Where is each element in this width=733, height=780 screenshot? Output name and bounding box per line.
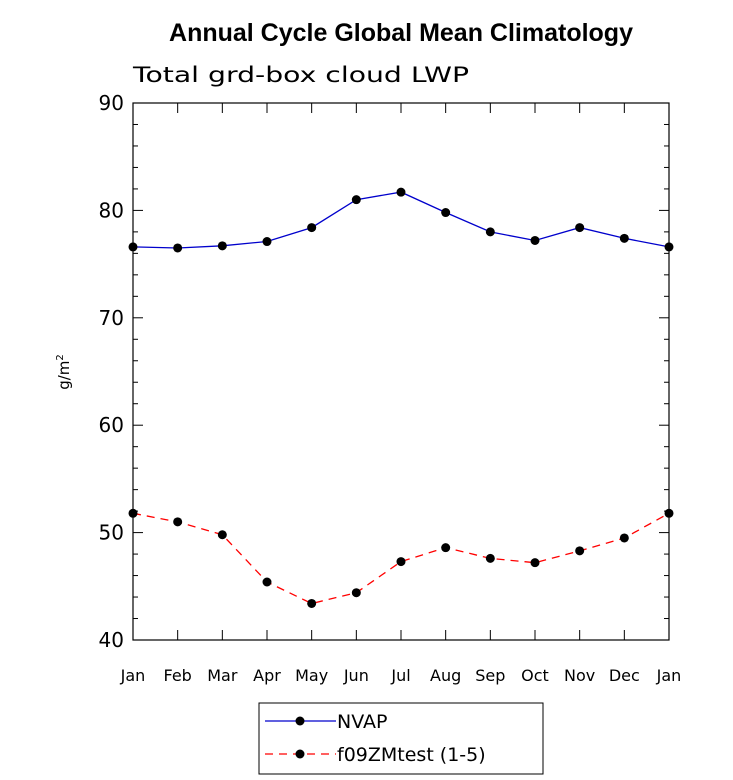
- series-0-point: [575, 223, 585, 233]
- series-0-point: [307, 223, 317, 233]
- x-tick-label: Oct: [521, 666, 549, 685]
- series-1-point: [307, 598, 317, 608]
- y-axis-label-superscript: 2: [55, 354, 66, 360]
- y-axis-label: g/m2: [55, 354, 73, 390]
- series-0-point: [262, 237, 272, 247]
- series-1-point: [664, 508, 674, 518]
- y-tick-label: 60: [99, 413, 124, 437]
- series-0-point: [441, 208, 451, 218]
- y-axis-label-text: g/m: [55, 361, 73, 390]
- series-1-point: [575, 546, 585, 556]
- x-tick-label: May: [295, 666, 328, 685]
- series-1-point: [128, 508, 138, 518]
- series-1-point: [396, 557, 406, 567]
- x-tick-label: Jul: [390, 666, 410, 685]
- series-0-point: [173, 243, 183, 253]
- legend-box: [258, 702, 544, 775]
- x-tick-label: Feb: [164, 666, 192, 685]
- series-1-point: [485, 553, 495, 563]
- series-0-point: [351, 195, 361, 205]
- legend-label-nvap: NVAP: [337, 711, 387, 733]
- chart-subtitle: Total grd-box cloud LWP: [132, 63, 469, 87]
- y-tick-label: 70: [99, 306, 124, 330]
- series-0-point: [619, 233, 629, 243]
- series-1-point: [351, 588, 361, 598]
- series-0-point: [128, 242, 138, 252]
- series-layer: [128, 187, 674, 608]
- series-0-point: [530, 235, 540, 245]
- x-tick-label: Aug: [430, 666, 461, 685]
- plot-axes: 40 50 60 70 80 90 Jan Feb Mar Apr May Jun Jul Aug Sep O…: [99, 91, 682, 685]
- y-tick-label: 90: [99, 91, 124, 115]
- x-tick-label: Nov: [564, 666, 595, 685]
- legend-marker-nvap: [295, 716, 305, 726]
- series-line-0: [132, 191, 670, 249]
- chart-title: Annual Cycle Global Mean Climatology: [169, 19, 633, 47]
- x-tick-label: Apr: [253, 666, 281, 685]
- x-tick-label: Mar: [207, 666, 238, 685]
- series-1-point: [173, 517, 183, 527]
- series-0-point: [485, 227, 495, 237]
- series-1-point: [262, 577, 272, 587]
- legend-label-f09zmtest: f09ZMtest (1-5): [337, 744, 486, 766]
- legend: NVAP f09ZMtest (1-5): [258, 702, 544, 775]
- series-1-point: [441, 543, 451, 553]
- x-tick-label: Jan: [120, 666, 146, 685]
- x-tick-label: Dec: [609, 666, 640, 685]
- x-tick-label: Jan: [656, 666, 682, 685]
- series-0-point: [664, 242, 674, 252]
- y-tick-label: 50: [99, 521, 124, 545]
- legend-marker-f09zmtest: [295, 749, 305, 759]
- series-1-point: [217, 530, 227, 540]
- series-1-point: [619, 533, 629, 543]
- y-tick-label: 40: [99, 628, 124, 652]
- series-0-point: [396, 187, 406, 197]
- x-tick-label: Jun: [343, 666, 369, 685]
- x-tick-label: Sep: [475, 666, 505, 685]
- y-tick-label: 80: [99, 198, 124, 222]
- series-1-point: [530, 558, 540, 568]
- series-0-point: [217, 241, 227, 251]
